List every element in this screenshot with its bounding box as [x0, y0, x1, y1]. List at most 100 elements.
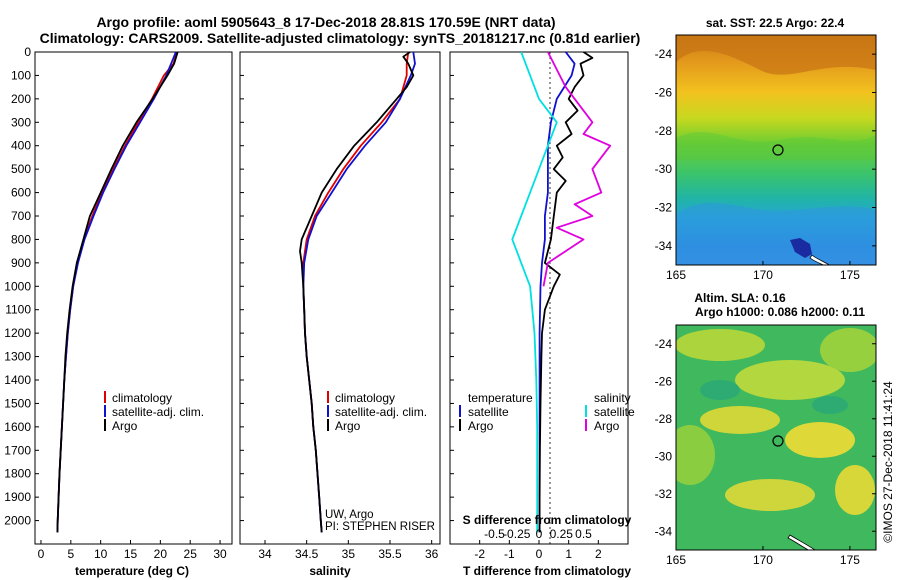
depth-tick-label: 600	[11, 186, 31, 200]
depth-tick-label: 200	[11, 92, 31, 106]
title-line-1: Argo profile: aoml 5905643_8 17-Dec-2018…	[96, 14, 555, 30]
sst-map-axes: 165 170 175 -24 -26 -28 -30 -32 -34	[655, 47, 876, 282]
sst-map-image	[676, 35, 876, 265]
x-tick-label: -1	[504, 547, 515, 561]
sla-map-panel: Altim. SLA: 0.16 Argo h1000: 0.086 h2000…	[655, 291, 877, 567]
depth-tick-label: 900	[11, 256, 31, 270]
map-y-tick-label: -30	[655, 449, 673, 463]
legend-satellite: satellite-adj. clim.	[335, 405, 427, 419]
map-x-tick-label: 170	[753, 268, 773, 282]
legend-argo: Argo	[335, 419, 361, 433]
sla-blob	[785, 422, 855, 458]
salinity-legend: climatology satellite-adj. clim. Argo	[327, 391, 427, 433]
difference-temperature-legend: temperature satellite Argo	[459, 391, 533, 433]
legend-argo: Argo	[112, 419, 138, 433]
difference-plot-area	[511, 52, 612, 533]
x-tick-label: 0	[536, 547, 543, 561]
map-y-tick-label: -24	[655, 47, 673, 61]
s-diff-tick-label: 0.25	[550, 527, 574, 541]
map-y-tick-label: -34	[655, 239, 673, 253]
depth-tick-label: 1800	[4, 467, 31, 481]
series-argo	[299, 52, 415, 533]
sla-blob	[835, 465, 875, 515]
sla-blob	[820, 328, 876, 372]
legend-sal-argo: Argo	[594, 419, 620, 433]
depth-tick-label: 1600	[4, 420, 31, 434]
x-tick-label: 30	[213, 547, 227, 561]
x-tick-label: 34	[258, 547, 272, 561]
s-diff-tick-label: 0.5	[575, 527, 592, 541]
sla-map-frame	[675, 324, 877, 551]
x-tick-label: 5	[67, 547, 74, 561]
difference-y-ticks	[450, 51, 454, 522]
series-salinity-satellite	[511, 52, 558, 533]
map-y-tick-label: -32	[655, 487, 673, 501]
x-tick-label: 1	[565, 547, 572, 561]
argo-location-marker	[772, 435, 784, 447]
sla-blob	[676, 329, 765, 361]
legend-salinity-title: salinity	[594, 391, 631, 405]
sla-map-subtitle: Argo h1000: 0.086 h2000: 0.11	[695, 305, 865, 319]
salinity-xlabel: salinity	[309, 564, 351, 578]
x-tick-label: -2	[474, 547, 485, 561]
map-x-tick-label: 175	[840, 268, 860, 282]
sla-blob	[725, 479, 815, 511]
sst-cool-patch	[676, 203, 876, 265]
depth-tick-label: 1900	[4, 490, 31, 504]
map-x-tick-label: 175	[840, 553, 860, 567]
salinity-plot-area	[299, 52, 416, 533]
x-tick-label: 0	[38, 547, 45, 561]
temperature-xlabel: temperature (deg C)	[75, 564, 189, 578]
series-salinity-argo	[542, 52, 612, 287]
coastline	[787, 534, 816, 550]
map-y-tick-label: -28	[655, 124, 673, 138]
map-y-tick-label: -34	[655, 524, 673, 538]
credits-line-1: UW, Argo	[325, 509, 374, 521]
map-x-tick-label: 165	[666, 553, 686, 567]
map-y-tick-label: -32	[655, 201, 673, 215]
depth-tick-label: 800	[11, 232, 31, 246]
sla-blob	[676, 425, 715, 485]
series-argo	[56, 52, 179, 533]
x-tick-label: 35.5	[378, 547, 402, 561]
sla-blob	[812, 396, 848, 414]
x-tick-label: 34.5	[295, 547, 319, 561]
salinity-axes-frame	[239, 51, 441, 545]
salinity-x-axis: 34 34.5 35 35.5 36	[258, 540, 439, 561]
depth-tick-label: 2000	[4, 514, 31, 528]
salinity-panel: 34 34.5 35 35.5 36 salinity climatology sate…	[239, 51, 441, 578]
s-diff-tick-label: -0.25	[503, 527, 531, 541]
map-y-tick-label: -30	[655, 162, 673, 176]
depth-tick-label: 1100	[5, 303, 31, 317]
depth-tick-label: 300	[11, 115, 31, 129]
sst-map-panel: sat. SST: 22.5 Argo: 22.4 165 170 175 -24 -2…	[655, 16, 877, 282]
coastline	[809, 254, 831, 265]
difference-xlabel: T difference from climatology	[463, 564, 631, 578]
depth-tick-label: 1400	[4, 373, 31, 387]
credits-line-2: PI: STEPHEN RISER	[325, 521, 435, 533]
sla-map-title: Altim. SLA: 0.16	[694, 291, 786, 305]
sst-map-title: sat. SST: 22.5 Argo: 22.4	[706, 16, 845, 30]
sst-cold-spot	[790, 238, 812, 258]
legend-climatology: climatology	[335, 391, 395, 405]
legend-temp-argo: Argo	[468, 419, 494, 433]
map-y-tick-label: -26	[655, 374, 673, 388]
salinity-y-ticks	[240, 51, 244, 522]
difference-panel: -2 -1 0 1 2 temperature satellite Argo salin…	[449, 51, 635, 578]
series-temperature-argo	[538, 52, 594, 533]
salinity-difference-ticks: -0.5-0.25 0 0.25 0.5	[484, 527, 592, 541]
difference-x-axis: -2 -1 0 1 2	[474, 540, 602, 561]
depth-tick-label: 0	[24, 45, 31, 59]
map-x-tick-label: 170	[753, 553, 773, 567]
sla-blob	[700, 406, 780, 434]
depth-tick-label: 500	[11, 162, 31, 176]
map-x-tick-label: 165	[666, 268, 686, 282]
map-y-tick-label: -26	[655, 86, 673, 100]
x-tick-label: 2	[595, 547, 602, 561]
x-tick-label: 36	[425, 547, 439, 561]
x-tick-label: 20	[154, 547, 168, 561]
sla-map-axes: 165 170 175 -24 -26 -28 -30 -32 -34	[655, 337, 876, 567]
depth-tick-label: 1500	[4, 396, 31, 410]
depth-tick-label: 1000	[4, 279, 31, 293]
legend-climatology: climatology	[112, 391, 172, 405]
